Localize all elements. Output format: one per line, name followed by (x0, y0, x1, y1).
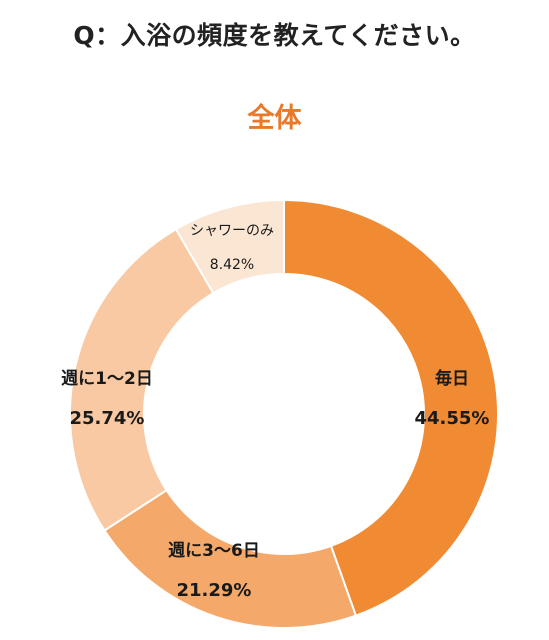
slice-label-2: 週に1〜2日 (61, 369, 153, 389)
slice-label-3: シャワーのみ (190, 223, 274, 239)
slice-label-1: 週に3〜6日 (168, 541, 260, 561)
chart-title: 全体 (247, 103, 302, 134)
donut-slice-3 (174, 198, 285, 295)
slice-value-3: 8.42% (210, 257, 254, 273)
slice-value-2: 25.74% (70, 408, 145, 429)
donut-slice-1 (103, 488, 358, 629)
slice-label-0: 毎日 (435, 368, 469, 389)
slice-value-0: 44.55% (415, 408, 490, 429)
question-title: Q：入浴の頻度を教えてください。 (73, 21, 476, 50)
donut-slice-0 (283, 198, 499, 617)
donut-slice-2 (69, 227, 215, 532)
slice-value-1: 21.29% (177, 580, 252, 601)
